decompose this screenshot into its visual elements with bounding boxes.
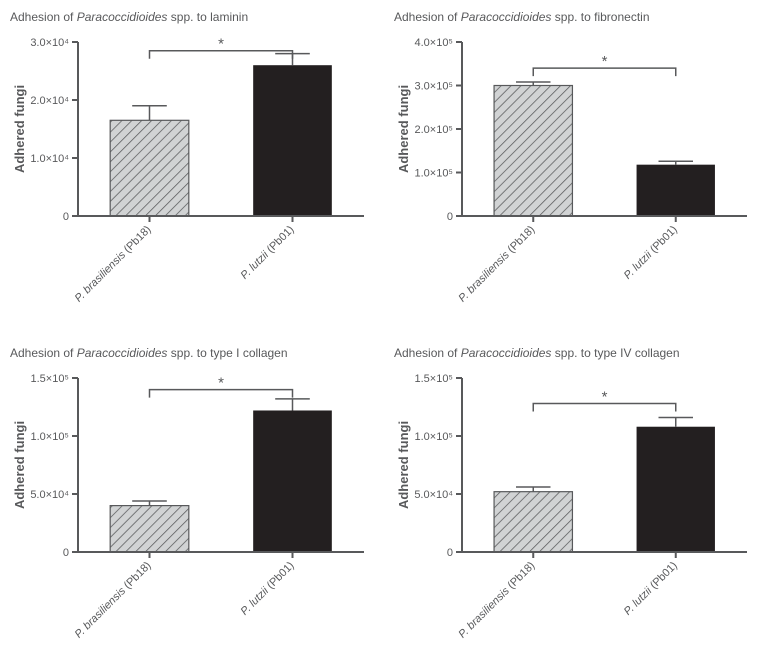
bar-0	[494, 86, 572, 217]
title-type1collagen: Adhesion of Paracoccidioides spp. to typ…	[10, 346, 374, 360]
bar-1	[637, 165, 715, 216]
svg-text:*: *	[218, 374, 224, 391]
title-laminin: Adhesion of Paracoccidioides spp. to lam…	[10, 10, 374, 24]
svg-text:Adhered fungi: Adhered fungi	[396, 85, 411, 173]
panel-type4collagen: Adhesion of Paracoccidioides spp. to typ…	[384, 336, 767, 671]
bar-0	[110, 120, 189, 216]
chart-laminin: 0 1.0×10⁴ 2.0×10⁴ 3.0×10⁴ Adhered fungi P. br…	[10, 24, 374, 326]
svg-text:*: *	[602, 388, 608, 405]
svg-text:P. lutzii (Pb01): P. lutzii (Pb01)	[239, 224, 297, 282]
svg-text:1.5×10⁵: 1.5×10⁵	[414, 373, 453, 385]
title-suffix: spp. to type I collagen	[167, 346, 287, 360]
title-suffix: spp. to type IV collagen	[551, 346, 679, 360]
svg-text:P. brasiliensis (Pb18): P. brasiliensis (Pb18)	[73, 559, 154, 640]
bar-0	[494, 491, 572, 551]
svg-text:3.0×10⁵: 3.0×10⁵	[414, 81, 453, 93]
svg-text:P. lutzii (Pb01): P. lutzii (Pb01)	[622, 224, 680, 282]
bar-1	[637, 426, 715, 551]
svg-text:5.0×10⁴: 5.0×10⁴	[414, 489, 453, 501]
svg-text:4.0×10⁵: 4.0×10⁵	[414, 37, 453, 49]
title-italic: Paracoccidioides	[461, 10, 552, 24]
chart-fibronectin: 0 1.0×10⁵ 2.0×10⁵ 3.0×10⁵ 4.0×10⁵ Adhered fun…	[394, 24, 757, 326]
title-suffix: spp. to fibronectin	[551, 10, 649, 24]
svg-text:P. brasiliensis (Pb18): P. brasiliensis (Pb18)	[456, 559, 537, 640]
svg-text:0: 0	[63, 211, 69, 223]
svg-text:0: 0	[63, 547, 69, 559]
title-prefix: Adhesion of	[10, 10, 77, 24]
chart-type1collagen: 0 5.0×10⁴ 1.0×10⁵ 1.5×10⁵ Adhered fungi P. br…	[10, 360, 374, 662]
title-italic: Paracoccidioides	[77, 10, 168, 24]
title-type4collagen: Adhesion of Paracoccidioides spp. to typ…	[394, 346, 757, 360]
svg-text:1.0×10⁵: 1.0×10⁵	[414, 168, 453, 180]
title-suffix: spp. to laminin	[167, 10, 248, 24]
svg-text:P. brasiliensis (Pb18): P. brasiliensis (Pb18)	[73, 224, 154, 305]
svg-text:5.0×10⁴: 5.0×10⁴	[30, 489, 69, 501]
svg-text:P. lutzii (Pb01): P. lutzii (Pb01)	[239, 559, 297, 617]
bar-0	[110, 505, 189, 551]
svg-text:2.0×10⁵: 2.0×10⁵	[414, 124, 453, 136]
panel-laminin: Adhesion of Paracoccidioides spp. to lam…	[0, 0, 384, 336]
svg-text:0: 0	[447, 547, 453, 559]
svg-text:0: 0	[447, 211, 453, 223]
title-italic: Paracoccidioides	[461, 346, 552, 360]
title-fibronectin: Adhesion of Paracoccidioides spp. to fib…	[394, 10, 757, 24]
bar-1	[253, 65, 332, 216]
svg-text:2.0×10⁴: 2.0×10⁴	[30, 95, 69, 107]
svg-text:1.0×10⁴: 1.0×10⁴	[30, 153, 69, 165]
title-prefix: Adhesion of	[394, 10, 461, 24]
svg-text:1.0×10⁵: 1.0×10⁵	[30, 431, 69, 443]
svg-text:3.0×10⁴: 3.0×10⁴	[30, 37, 69, 49]
svg-text:Adhered fungi: Adhered fungi	[396, 420, 411, 508]
panel-fibronectin: Adhesion of Paracoccidioides spp. to fib…	[384, 0, 767, 336]
chart-type4collagen: 0 5.0×10⁴ 1.0×10⁵ 1.5×10⁵ Adhered fungi P. br…	[394, 360, 757, 662]
svg-text:*: *	[602, 53, 608, 70]
svg-text:P. brasiliensis (Pb18): P. brasiliensis (Pb18)	[456, 224, 537, 305]
title-prefix: Adhesion of	[10, 346, 77, 360]
svg-text:*: *	[218, 36, 224, 53]
svg-text:P. lutzii (Pb01): P. lutzii (Pb01)	[622, 559, 680, 617]
svg-text:Adhered fungi: Adhered fungi	[12, 420, 27, 508]
title-italic: Paracoccidioides	[77, 346, 168, 360]
svg-text:1.5×10⁵: 1.5×10⁵	[30, 373, 69, 385]
chart-grid: Adhesion of Paracoccidioides spp. to lam…	[0, 0, 767, 671]
svg-text:Adhered fungi: Adhered fungi	[12, 85, 27, 173]
bar-1	[253, 410, 332, 552]
title-prefix: Adhesion of	[394, 346, 461, 360]
panel-type1collagen: Adhesion of Paracoccidioides spp. to typ…	[0, 336, 384, 671]
svg-text:1.0×10⁵: 1.0×10⁵	[414, 431, 453, 443]
